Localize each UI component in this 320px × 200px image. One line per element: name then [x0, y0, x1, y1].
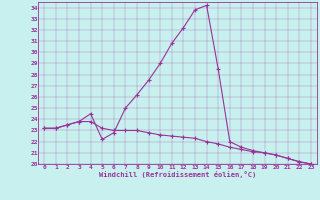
X-axis label: Windchill (Refroidissement éolien,°C): Windchill (Refroidissement éolien,°C)	[99, 171, 256, 178]
